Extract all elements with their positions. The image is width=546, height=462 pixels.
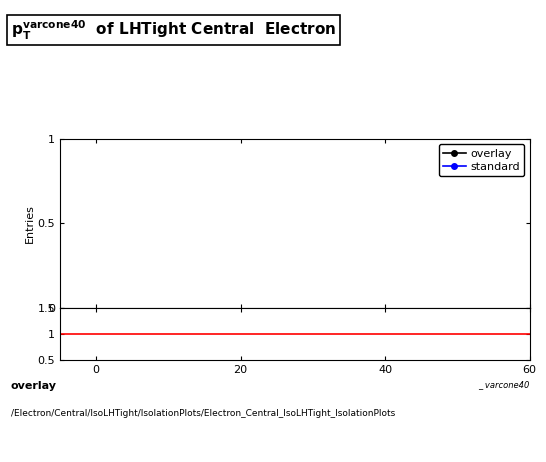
Y-axis label: Entries: Entries xyxy=(25,204,35,243)
Text: /Electron/Central/IsoLHTight/IsolationPlots/Electron_Central_IsoLHTight_Isolatio: /Electron/Central/IsoLHTight/IsolationPl… xyxy=(11,409,395,418)
Text: $\mathbf{p_T^{varcone40}}$  of LHTight Central  Electron: $\mathbf{p_T^{varcone40}}$ of LHTight Ce… xyxy=(11,18,336,42)
Legend: overlay, standard: overlay, standard xyxy=(439,144,524,176)
Text: _ varcone40: _ varcone40 xyxy=(478,380,530,389)
Text: overlay: overlay xyxy=(11,381,57,391)
